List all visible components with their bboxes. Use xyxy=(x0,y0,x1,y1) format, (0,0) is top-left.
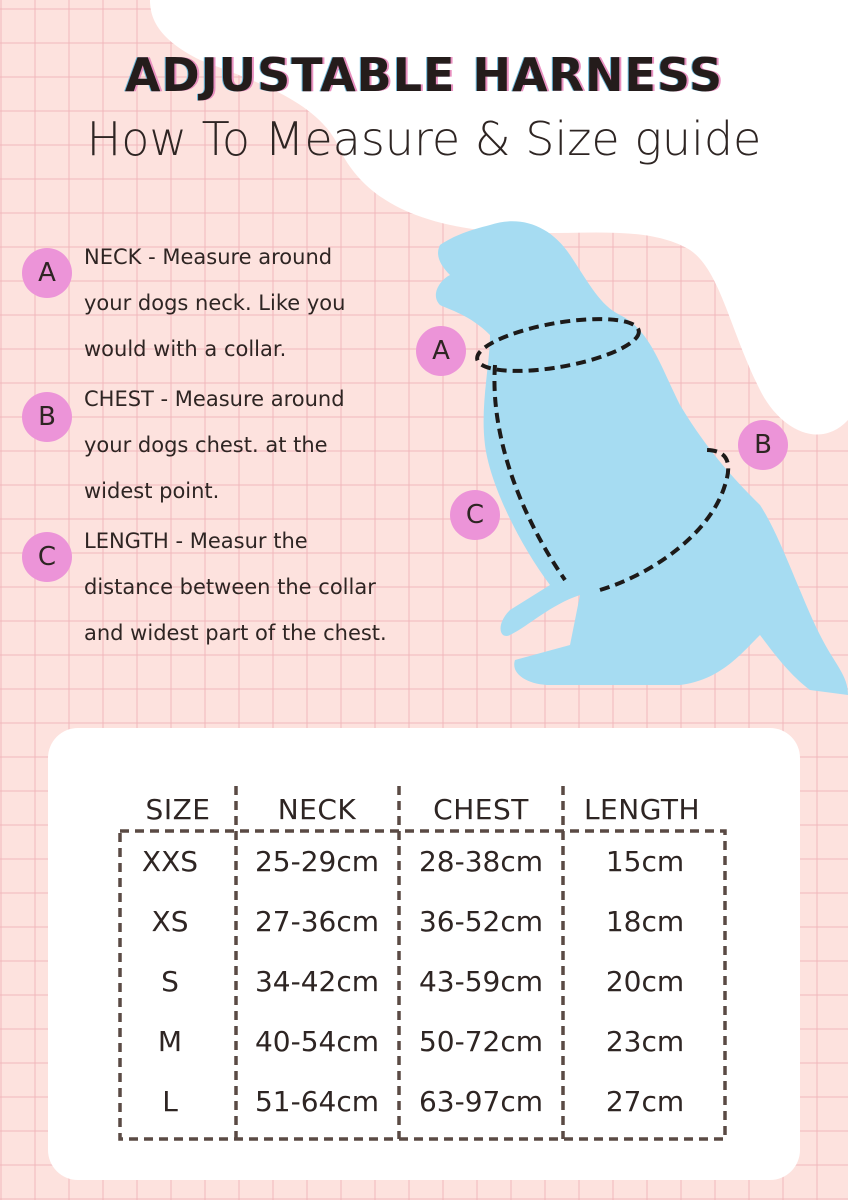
instruction-line: widest point. xyxy=(84,479,220,503)
table-cell-chest: 43-59cm xyxy=(418,965,544,998)
table-cell-length: 18cm xyxy=(605,905,685,938)
table-cell-chest: 50-72cm xyxy=(418,1025,544,1058)
instruction-line: NECK - Measure around xyxy=(84,245,333,269)
instruction-line: LENGTH - Measur the xyxy=(84,529,308,553)
table-cell-length: 23cm xyxy=(605,1025,685,1058)
table-cell-size: M xyxy=(157,1025,183,1058)
badge-b: B xyxy=(22,392,72,442)
table-cell-size: XXS xyxy=(141,845,199,878)
instruction-line: your dogs chest. at the xyxy=(84,433,328,457)
table-cell-neck: 27-36cm xyxy=(254,905,380,938)
instruction-neck: NECK - Measure around your dogs neck. Li… xyxy=(84,234,444,372)
table-cell-neck: 34-42cm xyxy=(254,965,380,998)
table-cell-neck: 51-64cm xyxy=(254,1085,380,1118)
page-title: ADJUSTABLE HARNESS xyxy=(124,48,724,102)
column-header-chest: CHEST xyxy=(433,793,529,826)
table-cell-chest: 28-38cm xyxy=(418,845,544,878)
table-cell-length: 20cm xyxy=(605,965,685,998)
diagram-label-a: A xyxy=(416,326,466,376)
dog-silhouette-icon xyxy=(435,221,848,695)
column-header-size: SIZE xyxy=(145,793,211,826)
table-cell-neck: 40-54cm xyxy=(254,1025,380,1058)
table-cell-chest: 36-52cm xyxy=(418,905,544,938)
page-subtitle: How To Measure & Size guide xyxy=(86,112,762,166)
table-cell-size: XS xyxy=(151,905,189,938)
instruction-line: and widest part of the chest. xyxy=(84,621,387,645)
table-cell-size: S xyxy=(161,965,179,998)
column-header-length: LENGTH xyxy=(583,793,701,826)
instruction-chest: CHEST - Measure around your dogs chest. … xyxy=(84,376,444,514)
table-cell-neck: 25-29cm xyxy=(254,845,380,878)
instruction-length: LENGTH - Measur the distance between the… xyxy=(84,518,484,656)
table-cell-size: L xyxy=(162,1085,178,1118)
instruction-line: CHEST - Measure around xyxy=(84,387,345,411)
instruction-line: distance between the collar xyxy=(84,575,376,599)
table-cell-length: 15cm xyxy=(605,845,685,878)
diagram-label-b: B xyxy=(738,420,788,470)
badge-a: A xyxy=(22,248,72,298)
instruction-line: would with a collar. xyxy=(84,337,287,361)
instruction-line: your dogs neck. Like you xyxy=(84,291,346,315)
table-cell-length: 27cm xyxy=(605,1085,685,1118)
white-blob-shape xyxy=(150,0,848,435)
table-cell-chest: 63-97cm xyxy=(418,1085,544,1118)
badge-c: C xyxy=(22,532,72,582)
diagram-label-c: C xyxy=(450,490,500,540)
column-header-neck: NECK xyxy=(277,793,357,826)
